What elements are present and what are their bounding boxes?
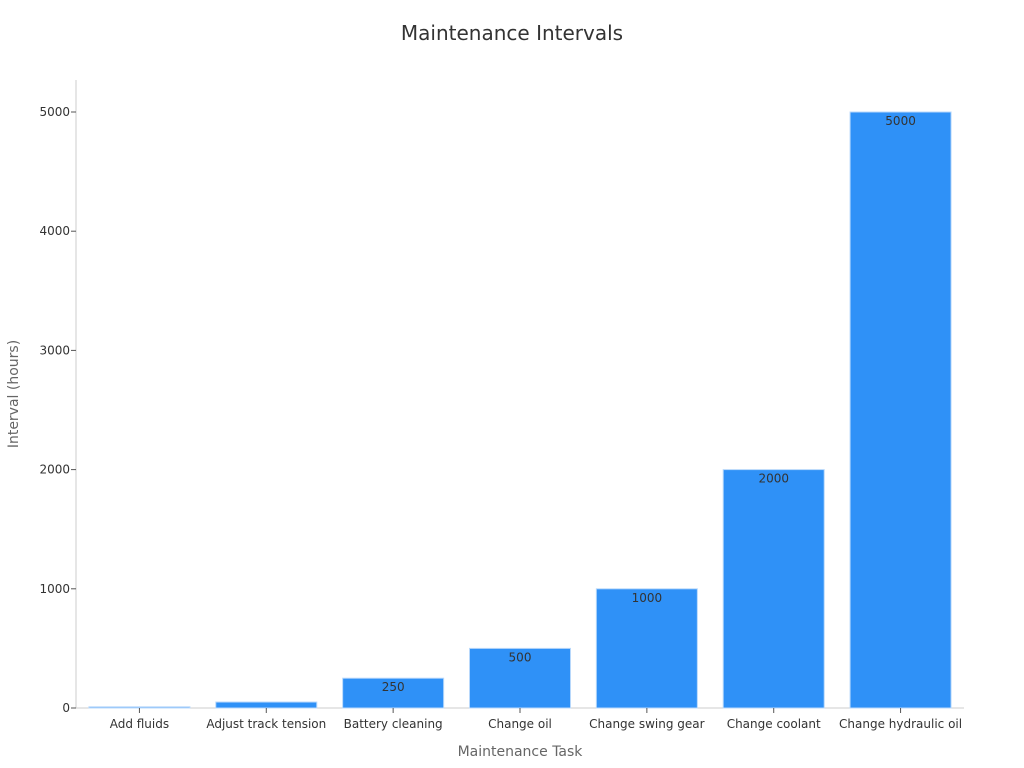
x-tick-label: Battery cleaning bbox=[344, 717, 443, 731]
bar bbox=[88, 706, 191, 709]
data-label: 5000 bbox=[885, 114, 916, 128]
y-tick-label: 1000 bbox=[39, 582, 70, 596]
bar bbox=[722, 469, 825, 709]
y-tick-label: 0 bbox=[62, 701, 70, 715]
data-label: 500 bbox=[509, 650, 532, 664]
y-tick-label: 4000 bbox=[39, 224, 70, 238]
bar bbox=[469, 647, 571, 709]
bar bbox=[215, 701, 318, 709]
bar bbox=[849, 111, 952, 709]
chart-title: Maintenance Intervals bbox=[400, 21, 624, 45]
x-tick-label: Add fluids bbox=[110, 717, 169, 731]
y-tick-label: 3000 bbox=[39, 343, 70, 357]
data-label: 1000 bbox=[632, 591, 663, 605]
bar bbox=[595, 588, 698, 709]
y-tick-label: 2000 bbox=[39, 463, 70, 477]
bar bbox=[342, 677, 445, 709]
x-tick-label: Change hydraulic oil bbox=[839, 717, 962, 731]
x-tick-label: Adjust track tension bbox=[206, 717, 326, 731]
y-axis-title: Interval (hours) bbox=[6, 340, 22, 448]
data-label: 2000 bbox=[758, 472, 789, 486]
y-tick-label: 5000 bbox=[39, 105, 70, 119]
x-axis-title: Maintenance Task bbox=[458, 744, 584, 760]
data-label: 250 bbox=[382, 680, 405, 694]
x-tick-label: Change swing gear bbox=[589, 717, 705, 731]
x-tick-label: Change coolant bbox=[727, 717, 821, 731]
x-tick-label: Change oil bbox=[488, 717, 552, 731]
